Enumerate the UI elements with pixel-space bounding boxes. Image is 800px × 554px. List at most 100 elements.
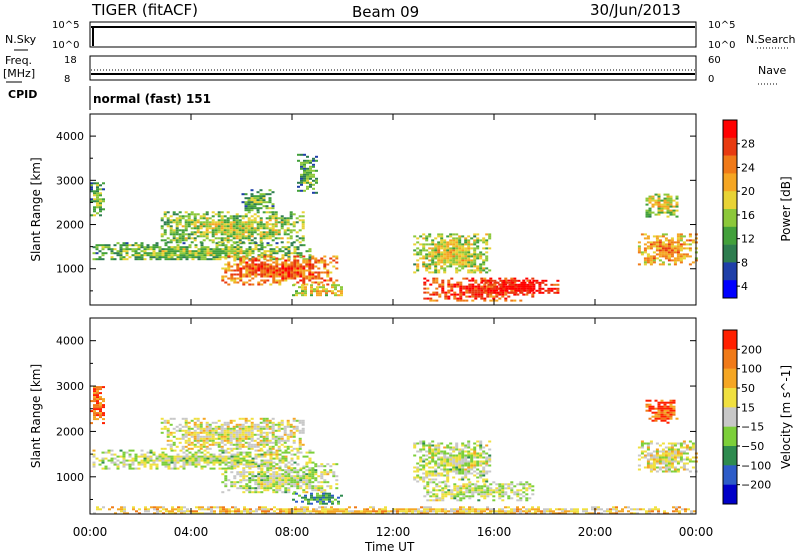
- echo-cell: [223, 225, 227, 228]
- echo-cell: [646, 462, 650, 465]
- echo-cell: [309, 175, 312, 178]
- echo-cell: [224, 271, 228, 274]
- echo-cell: [320, 491, 324, 494]
- echo-cell: [175, 225, 179, 228]
- echo-cell: [422, 444, 426, 447]
- echo-cell: [110, 457, 114, 460]
- echo-cell: [316, 492, 319, 495]
- echo-cell: [468, 483, 472, 486]
- echo-cell: [277, 421, 281, 424]
- echo-cell: [449, 448, 453, 451]
- echo-cell: [275, 451, 279, 454]
- echo-cell: [669, 417, 673, 420]
- echo-cell: [198, 508, 201, 511]
- echo-cell: [452, 255, 456, 258]
- echo-cell: [434, 452, 438, 455]
- echo-cell: [275, 257, 279, 260]
- echo-cell: [233, 475, 237, 478]
- echo-cell: [289, 235, 293, 238]
- echo-cell: [471, 487, 475, 490]
- echo-cell: [241, 429, 245, 432]
- echo-cell: [282, 510, 285, 513]
- echo-cell: [318, 510, 321, 513]
- echo-cell: [654, 203, 658, 206]
- echo-cell: [423, 283, 427, 286]
- echo-cell: [274, 225, 278, 228]
- echo-cell: [284, 483, 288, 486]
- echo-cell: [163, 447, 167, 450]
- echo-cell: [238, 221, 242, 224]
- echo-cell: [244, 215, 248, 218]
- echo-cell: [447, 283, 451, 286]
- echo-cell: [655, 257, 659, 260]
- echo-cell: [306, 185, 309, 188]
- echo-cell: [492, 499, 496, 502]
- echo-cell: [278, 263, 282, 266]
- echo-cell: [655, 243, 659, 246]
- echo-cell: [290, 267, 294, 270]
- echo-cell: [658, 466, 662, 469]
- echo-cell: [170, 258, 174, 261]
- echo-region: [241, 189, 275, 214]
- echo-cell: [185, 250, 189, 253]
- echo-cell: [302, 471, 306, 474]
- echo-cell: [501, 493, 505, 496]
- echo-cell: [203, 455, 207, 458]
- echo-cell: [462, 293, 466, 296]
- echo-cell: [281, 265, 285, 268]
- echo-cell: [245, 275, 249, 278]
- echo-cell: [174, 508, 177, 511]
- echo-cell: [667, 263, 671, 266]
- echo-cell: [199, 241, 203, 244]
- echo-cell: [128, 455, 132, 458]
- echo-cell: [660, 205, 664, 208]
- echo-cell: [232, 241, 236, 244]
- echo-cell: [312, 169, 315, 172]
- echo-cell: [310, 498, 313, 501]
- echo-cell: [340, 494, 343, 497]
- echo-cell: [667, 448, 671, 451]
- echo-cell: [495, 489, 499, 492]
- echo-cell: [271, 231, 275, 234]
- echo-cell: [517, 289, 521, 292]
- echo-cell: [223, 221, 227, 224]
- echo-cell: [657, 213, 661, 216]
- echo-cell: [266, 273, 270, 276]
- echo-cell: [110, 250, 114, 253]
- echo-cell: [284, 271, 288, 274]
- echo-cell: [224, 449, 228, 452]
- echo-cell: [301, 290, 304, 293]
- echo-cell: [646, 446, 650, 449]
- echo-cell: [211, 429, 215, 432]
- echo-cell: [422, 233, 426, 236]
- echo-cell: [223, 427, 227, 430]
- echo-cell: [96, 184, 99, 187]
- echo-cell: [676, 456, 680, 459]
- echo-cell: [287, 246, 291, 249]
- echo-cell: [294, 508, 297, 511]
- echo-cell: [302, 255, 306, 258]
- echo-cell: [682, 440, 686, 443]
- echo-cell: [260, 283, 264, 286]
- echo-cell: [464, 444, 468, 447]
- echo-cell: [163, 427, 167, 430]
- echo-cell: [99, 184, 102, 187]
- echo-cell: [490, 287, 494, 290]
- echo-cell: [483, 495, 487, 498]
- echo-cell: [308, 263, 312, 266]
- echo-cell: [250, 443, 254, 446]
- echo-cell: [667, 454, 671, 457]
- echo-cell: [293, 261, 297, 264]
- echo-cell: [473, 456, 477, 459]
- echo-cell: [384, 512, 387, 515]
- echo-cell: [199, 435, 203, 438]
- echo-cell: [468, 491, 472, 494]
- echo-cell: [482, 474, 486, 477]
- echo-cell: [449, 233, 453, 236]
- echo-cell: [256, 441, 260, 444]
- echo-region: [423, 481, 535, 502]
- echo-cell: [197, 455, 201, 458]
- echo-cell: [278, 267, 282, 270]
- echo-cell: [248, 453, 252, 456]
- echo-cell: [164, 453, 168, 456]
